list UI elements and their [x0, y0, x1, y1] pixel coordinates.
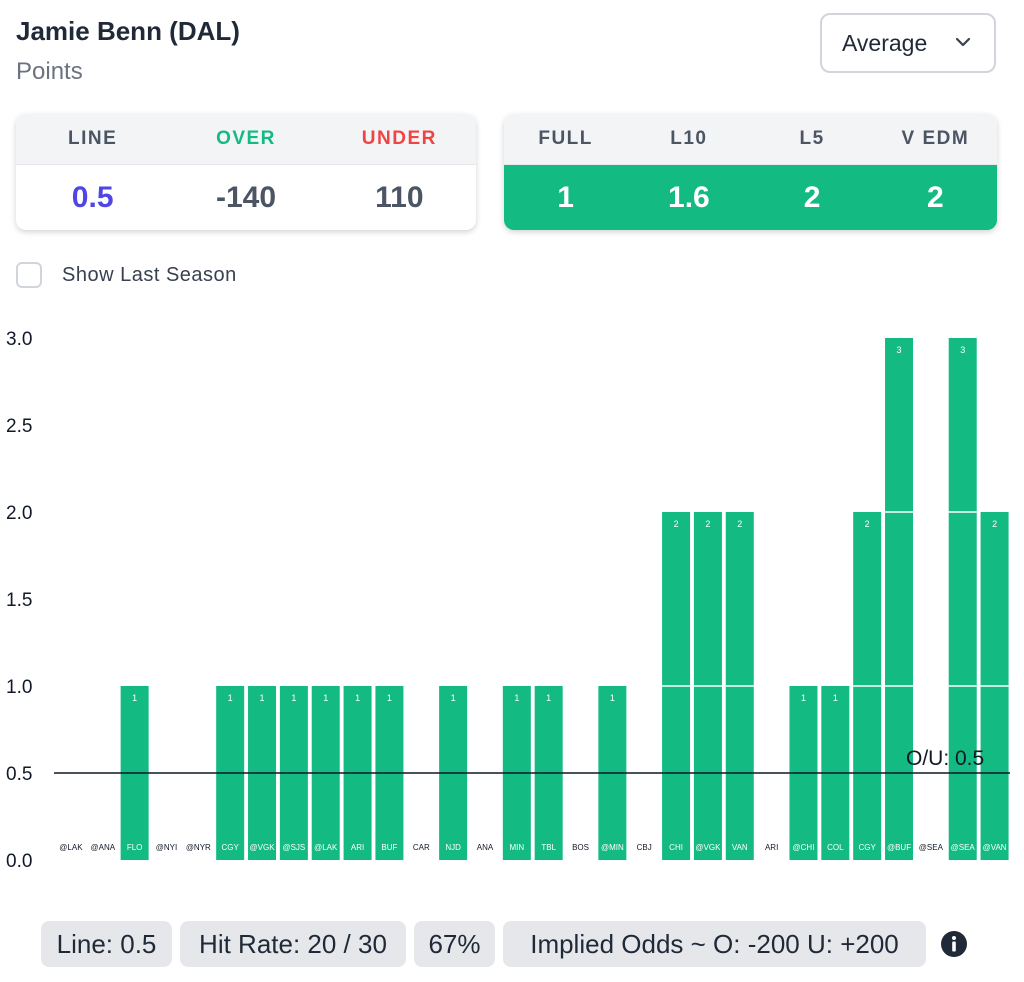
category-label: CAR	[413, 843, 430, 852]
odds-card: LINE OVER UNDER 0.5 -140 110	[16, 114, 476, 230]
l10-header: L10	[670, 128, 708, 149]
data-label: 1	[132, 693, 137, 703]
y-tick-label: 1.5	[6, 590, 32, 611]
data-label: 1	[260, 693, 265, 703]
y-tick-label: 0.5	[6, 764, 32, 785]
under-header: UNDER	[361, 128, 437, 149]
show-last-season-label: Show Last Season	[62, 263, 237, 286]
data-label: 1	[546, 693, 551, 703]
category-label: ARI	[765, 843, 778, 852]
mode-select[interactable]: Average	[820, 13, 996, 73]
stat-name: Points	[16, 58, 83, 85]
data-label: 1	[355, 693, 360, 703]
category-label: TBL	[541, 843, 556, 852]
line-pill: Line: 0.5	[41, 921, 172, 967]
category-label: @ANA	[90, 843, 115, 852]
category-label: CHI	[669, 843, 683, 852]
category-label: VAN	[732, 843, 748, 852]
data-label: 2	[674, 519, 679, 529]
category-label: BUF	[381, 843, 397, 852]
vs-opponent-header: V EDM	[901, 128, 970, 149]
category-label: @MIN	[601, 843, 624, 852]
data-label: 1	[291, 693, 296, 703]
show-last-season-toggle[interactable]: Show Last Season	[16, 262, 237, 288]
data-label: 1	[514, 693, 519, 703]
category-label: ANA	[477, 843, 494, 852]
data-label: 1	[833, 693, 838, 703]
bar[interactable]	[948, 338, 977, 860]
category-label: @BUF	[887, 843, 911, 852]
category-label: @CHI	[793, 843, 815, 852]
category-label: FLO	[127, 843, 143, 852]
l10-value: 1.6	[668, 180, 710, 214]
show-last-season-checkbox[interactable]	[16, 262, 42, 288]
bar[interactable]	[885, 338, 914, 860]
player-name: Jamie Benn (DAL)	[16, 16, 240, 46]
full-value: 1	[557, 180, 574, 214]
data-label: 3	[897, 345, 902, 355]
over-value: -140	[215, 180, 277, 214]
category-label: BOS	[572, 843, 589, 852]
y-tick-label: 3.0	[6, 329, 32, 350]
data-label: 2	[737, 519, 742, 529]
category-label: @LAK	[59, 843, 83, 852]
category-label: @VAN	[983, 843, 1007, 852]
category-label: @VGK	[250, 843, 276, 852]
category-label: @NYR	[186, 843, 211, 852]
over-header: OVER	[216, 128, 276, 149]
category-label: CGY	[222, 843, 240, 852]
category-label: @SJS	[282, 843, 305, 852]
ou-line-label: O/U: 0.5	[906, 747, 984, 770]
data-label: 1	[610, 693, 615, 703]
category-label: @VGK	[695, 843, 721, 852]
vs-opponent-value: 2	[927, 180, 944, 214]
full-header: FULL	[538, 128, 593, 149]
category-label: NJD	[445, 843, 461, 852]
hit-rate-pill: Hit Rate: 20 / 30	[180, 921, 406, 967]
under-value: 110	[375, 180, 424, 214]
y-tick-label: 2.0	[6, 503, 32, 524]
data-label: 1	[451, 693, 456, 703]
data-label: 1	[387, 693, 392, 703]
data-label: 1	[323, 693, 328, 703]
y-tick-label: 1.0	[6, 677, 32, 698]
data-label: 2	[992, 519, 997, 529]
points-bar-chart: 0.0 0.5 1.0 1.5 2.0 2.5 3.0 @LAK @ANA 1 FLO @NYI @NY…	[6, 329, 1010, 872]
category-label: ARI	[351, 843, 364, 852]
data-label: 3	[960, 345, 965, 355]
category-label: CBJ	[637, 843, 652, 852]
mode-select-value: Average	[842, 29, 928, 56]
category-label: MIN	[509, 843, 524, 852]
implied-odds-pill: Implied Odds ~ O: -200 U: +200	[503, 921, 926, 967]
line-value: 0.5	[71, 180, 114, 214]
data-label: 1	[801, 693, 806, 703]
category-label: @SEA	[951, 843, 976, 852]
y-tick-label: 0.0	[6, 851, 32, 872]
category-label: COL	[827, 843, 844, 852]
category-label: @NYI	[156, 843, 177, 852]
y-tick-label: 2.5	[6, 416, 32, 437]
hit-percent-pill: 67%	[414, 921, 495, 967]
category-label: CGY	[859, 843, 877, 852]
line-header: LINE	[68, 128, 118, 149]
l5-value: 2	[803, 180, 821, 214]
l5-header: L5	[799, 128, 825, 149]
data-label: 2	[865, 519, 870, 529]
data-label: 2	[705, 519, 710, 529]
category-label: @LAK	[314, 843, 338, 852]
chevron-down-icon	[955, 37, 971, 47]
data-label: 1	[228, 693, 233, 703]
averages-card: FULL L10 L5 V EDM 1 1.6 2 2	[504, 114, 997, 230]
category-label: @SEA	[919, 843, 944, 852]
info-icon[interactable]	[940, 930, 968, 958]
